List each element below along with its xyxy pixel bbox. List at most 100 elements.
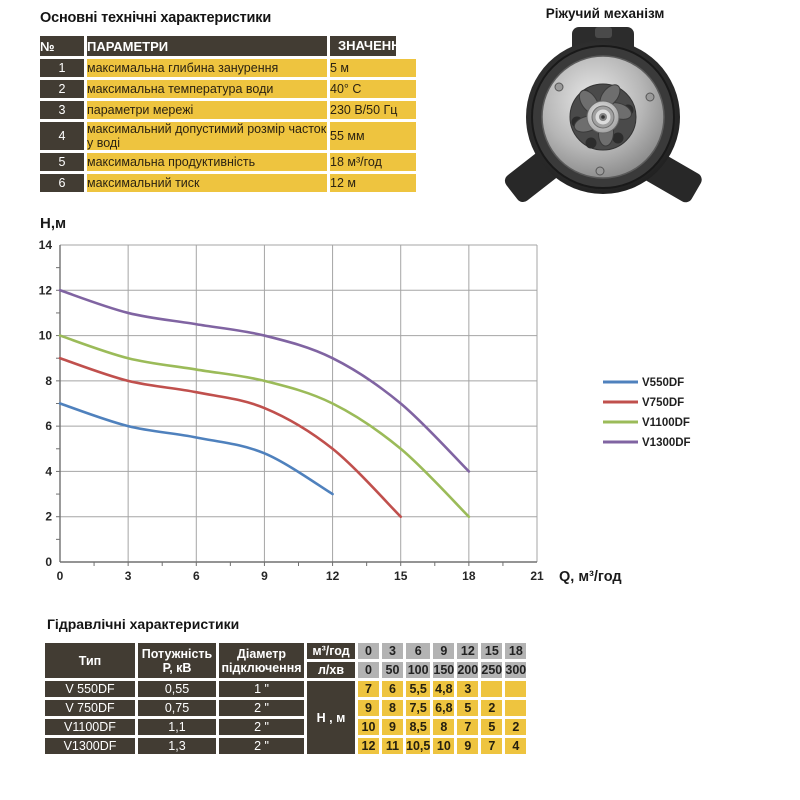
head-value: 3 — [457, 681, 479, 697]
y-tick-label: 0 — [45, 555, 52, 569]
tech-spec-row: 4 максимальний допустимий розмір часток у… — [40, 122, 416, 150]
head-value: 5,5 — [406, 681, 431, 697]
spec-row-number: 1 — [40, 59, 84, 77]
spec-row-value: 18 м³/год — [330, 153, 416, 171]
flow-value: 6 — [406, 643, 431, 659]
curve-V750DF — [58, 356, 403, 519]
spec-row-number: 4 — [40, 122, 84, 150]
spec-row-param: максимальний допустимий розмір часток у … — [87, 122, 327, 150]
x-axis-title: Q, м³/год — [559, 569, 622, 585]
head-value: 7 — [358, 681, 379, 697]
hyd-col-header: Потужність Р, кВ — [138, 643, 216, 678]
spec-row-param: максимальний тиск — [87, 174, 327, 192]
head-value: 4 — [505, 738, 527, 754]
head-value: 4,8 — [433, 681, 455, 697]
hydraulics-section: Гідравлічні характеристики Тип Потужність… — [45, 616, 545, 757]
flow-value: 9 — [433, 643, 455, 659]
model-name: V 750DF — [45, 700, 135, 716]
diameter-value: 2 " — [219, 738, 304, 754]
head-value: 2 — [481, 700, 503, 716]
col-header-num: № — [40, 36, 84, 56]
tech-spec-row: 6 максимальний тиск 12 м — [40, 174, 416, 192]
lmin-value: 100 — [406, 662, 431, 678]
head-value: 8 — [382, 700, 403, 716]
head-value: 10,5 — [406, 738, 431, 754]
disc-screws — [554, 82, 655, 176]
head-value: 5 — [481, 719, 503, 735]
model-name: V 550DF — [45, 681, 135, 697]
x-tick-label: 6 — [193, 569, 200, 583]
lmin-value: 200 — [457, 662, 479, 678]
hyd-col-header: Тип — [45, 643, 135, 678]
curve-V1100DF — [58, 334, 471, 519]
legend-item: V1300DF — [642, 437, 691, 449]
legend-item: V1100DF — [642, 417, 690, 429]
power-value: 0,55 — [138, 681, 216, 697]
x-tick-label: 21 — [530, 569, 544, 583]
x-tick-label: 18 — [462, 569, 476, 583]
curve-V550DF — [58, 402, 334, 496]
cutting-mechanism-image — [504, 27, 702, 203]
hyd-data-row: V 550DF 0,55 1 " Н , м 7 6 5,5 4,8 3 — [45, 681, 527, 754]
head-value — [481, 681, 503, 697]
y-tick-label: 4 — [45, 464, 52, 478]
col-header-param: ПАРАМЕТРИ — [87, 36, 327, 56]
tech-spec-row: 1 максимальна глибина занурення 5 м — [40, 59, 416, 77]
y-tick-label: 2 — [45, 510, 52, 524]
hyd-header-row-lmin: л/хв 0 50 100 150 200 250 300 — [45, 662, 527, 678]
tech-specs-table: № ПАРАМЕТРИ ЗНАЧЕННЯ 1 максимальна глибин… — [37, 33, 419, 195]
x-tick-label: 0 — [57, 569, 64, 583]
flow-value: 0 — [358, 643, 379, 659]
hyd-data-row: V 750DF 0,75 2 " 9 8 7,5 6,8 5 2 — [45, 700, 527, 716]
flow-value: 18 — [505, 643, 527, 659]
y-tick-label: 10 — [39, 329, 53, 343]
head-value: 12 — [358, 738, 379, 754]
spec-row-number: 5 — [40, 153, 84, 171]
spec-row-value: 230 В/50 Гц — [330, 101, 416, 119]
spec-row-param: максимальна температура води — [87, 80, 327, 98]
cutter-hub — [586, 100, 620, 134]
spec-row-param: максимальна глибина занурення — [87, 59, 327, 77]
spec-row-value: 12 м — [330, 174, 416, 192]
col-header-value: ЗНАЧЕННЯ — [330, 36, 416, 56]
head-value: 5 — [457, 700, 479, 716]
legend-item: V550DF — [642, 377, 684, 389]
head-value: 7 — [457, 719, 479, 735]
lmin-value: 0 — [358, 662, 379, 678]
spec-row-param: параметри мережі — [87, 101, 327, 119]
x-tick-label: 12 — [326, 569, 340, 583]
flow-value: 15 — [481, 643, 503, 659]
power-value: 0,75 — [138, 700, 216, 716]
head-value: 10 — [433, 738, 455, 754]
tech-spec-row: 3 параметри мережі 230 В/50 Гц — [40, 101, 416, 119]
tech-specs-title: Основні технічні характеристики — [40, 10, 272, 26]
head-value: 2 — [505, 719, 527, 735]
x-tick-label: 3 — [125, 569, 132, 583]
spec-row-value: 40° C — [330, 80, 416, 98]
cutting-mechanism-label: Ріжучий механізм — [545, 6, 665, 21]
head-value: 8,5 — [406, 719, 431, 735]
hydraulics-title: Гідравлічні характеристики — [47, 616, 240, 632]
hydraulics-table: Тип Потужність Р, кВ Діаметр підключення м³… — [42, 640, 529, 757]
power-value: 1,3 — [138, 738, 216, 754]
spec-row-number: 6 — [40, 174, 84, 192]
legend-item: V750DF — [642, 397, 684, 409]
y-tick-label: 6 — [45, 419, 52, 433]
flow-value: 3 — [382, 643, 403, 659]
lmin-value: 300 — [505, 662, 527, 678]
head-value: 11 — [382, 738, 403, 754]
tech-specs-header-row: № ПАРАМЕТРИ ЗНАЧЕННЯ — [40, 36, 416, 56]
flow-value: 12 — [457, 643, 479, 659]
head-value: 8 — [433, 719, 455, 735]
hyd-col-header: Діаметр підключення — [219, 643, 304, 678]
y-tick-label: 12 — [39, 283, 53, 297]
curve-V1300DF — [58, 288, 471, 473]
lmin-unit-label: л/хв — [307, 662, 355, 678]
diameter-value: 1 " — [219, 681, 304, 697]
spec-row-value: 5 м — [330, 59, 416, 77]
y-tick-label: 14 — [39, 238, 53, 252]
hyd-header-row-flow: Тип Потужність Р, кВ Діаметр підключення м³… — [45, 643, 527, 678]
head-value: 6 — [382, 681, 403, 697]
pump-curves-chart: 0 3 6 9 12 15 18 21 0 2 4 6 8 10 12 14 Н,м Q, м³/год V550D… — [30, 212, 800, 592]
col-header-value-label: ЗНАЧЕННЯ — [330, 36, 410, 56]
